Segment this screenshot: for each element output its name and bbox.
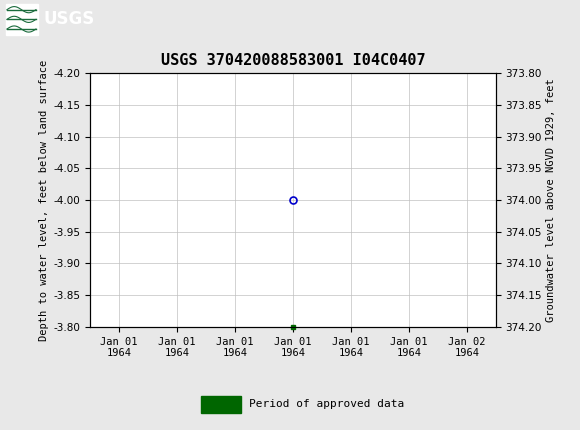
Y-axis label: Groundwater level above NGVD 1929, feet: Groundwater level above NGVD 1929, feet	[546, 78, 556, 322]
Y-axis label: Depth to water level, feet below land surface: Depth to water level, feet below land su…	[39, 59, 49, 341]
FancyBboxPatch shape	[6, 4, 38, 35]
Title: USGS 370420088583001 I04C0407: USGS 370420088583001 I04C0407	[161, 53, 425, 68]
Text: USGS: USGS	[44, 10, 95, 28]
Bar	[201, 396, 241, 413]
Text: Period of approved data: Period of approved data	[249, 399, 405, 409]
